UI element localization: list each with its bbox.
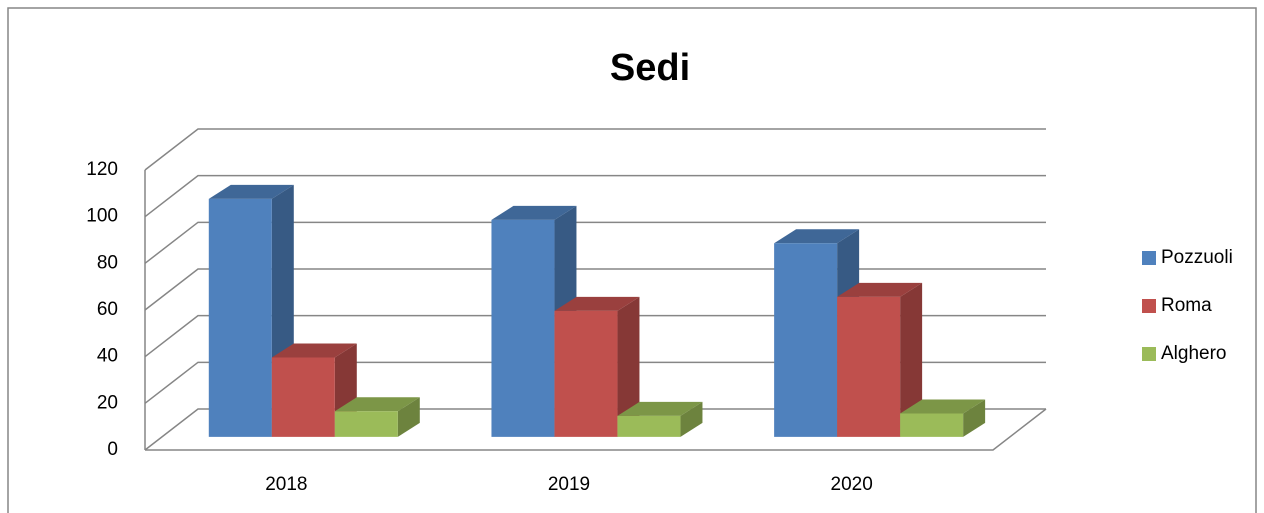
- bar: [554, 296, 640, 437]
- legend-label: Pozzuoli: [1161, 247, 1233, 268]
- legend-label: Alghero: [1161, 343, 1227, 364]
- bar-face: [491, 219, 555, 437]
- grid-line: [144, 408, 1046, 451]
- bar-face: [680, 401, 703, 437]
- bar: [837, 282, 923, 437]
- legend-swatch: [1142, 251, 1156, 265]
- chart-border: [7, 7, 1257, 513]
- bar-face: [491, 205, 577, 220]
- legend-swatch: [1142, 347, 1156, 361]
- bar-face: [208, 184, 294, 199]
- grid-line: [144, 361, 1046, 404]
- bar-face: [617, 415, 681, 437]
- bar: [334, 397, 420, 437]
- bar-face: [963, 399, 986, 437]
- bar-face: [617, 296, 640, 437]
- grid-line: [144, 174, 1046, 218]
- legend-swatch: [1142, 299, 1156, 313]
- bar-face: [397, 397, 420, 437]
- y-tick-label: 80: [97, 252, 118, 273]
- y-tick-label: 60: [97, 299, 118, 320]
- bar-face: [208, 198, 272, 437]
- y-tick-label: 120: [86, 159, 118, 180]
- bar-face: [271, 343, 357, 358]
- bar-face: [837, 282, 923, 297]
- y-tick-label: 0: [107, 439, 118, 460]
- x-tick-label: 2020: [831, 474, 873, 495]
- bar-face: [271, 357, 335, 437]
- bar-face: [554, 310, 618, 437]
- chart-title: Sedi: [610, 47, 690, 89]
- bar-face: [900, 282, 923, 437]
- bar-face: [900, 399, 986, 414]
- bar-face: [774, 243, 838, 437]
- y-tick-label: 20: [97, 392, 118, 413]
- grid-line: [144, 221, 1046, 264]
- floor: [145, 408, 1047, 451]
- y-tick-label: 40: [97, 346, 118, 367]
- bar-face: [900, 413, 964, 437]
- x-tick-label: 2019: [548, 474, 590, 495]
- bar-face: [334, 397, 420, 412]
- bar-face: [617, 401, 703, 416]
- bar-face: [774, 229, 860, 244]
- grid-line: [144, 314, 1046, 358]
- bar-face: [334, 411, 398, 437]
- bar: [900, 399, 986, 437]
- bar-face: [554, 296, 640, 311]
- x-tick-label: 2018: [265, 474, 307, 495]
- grid-line: [144, 268, 1046, 311]
- bar: [617, 401, 703, 437]
- y-tick-label: 100: [86, 206, 118, 227]
- bar-face: [837, 296, 901, 437]
- legend-label: Roma: [1161, 295, 1212, 316]
- grid-line: [144, 128, 1046, 171]
